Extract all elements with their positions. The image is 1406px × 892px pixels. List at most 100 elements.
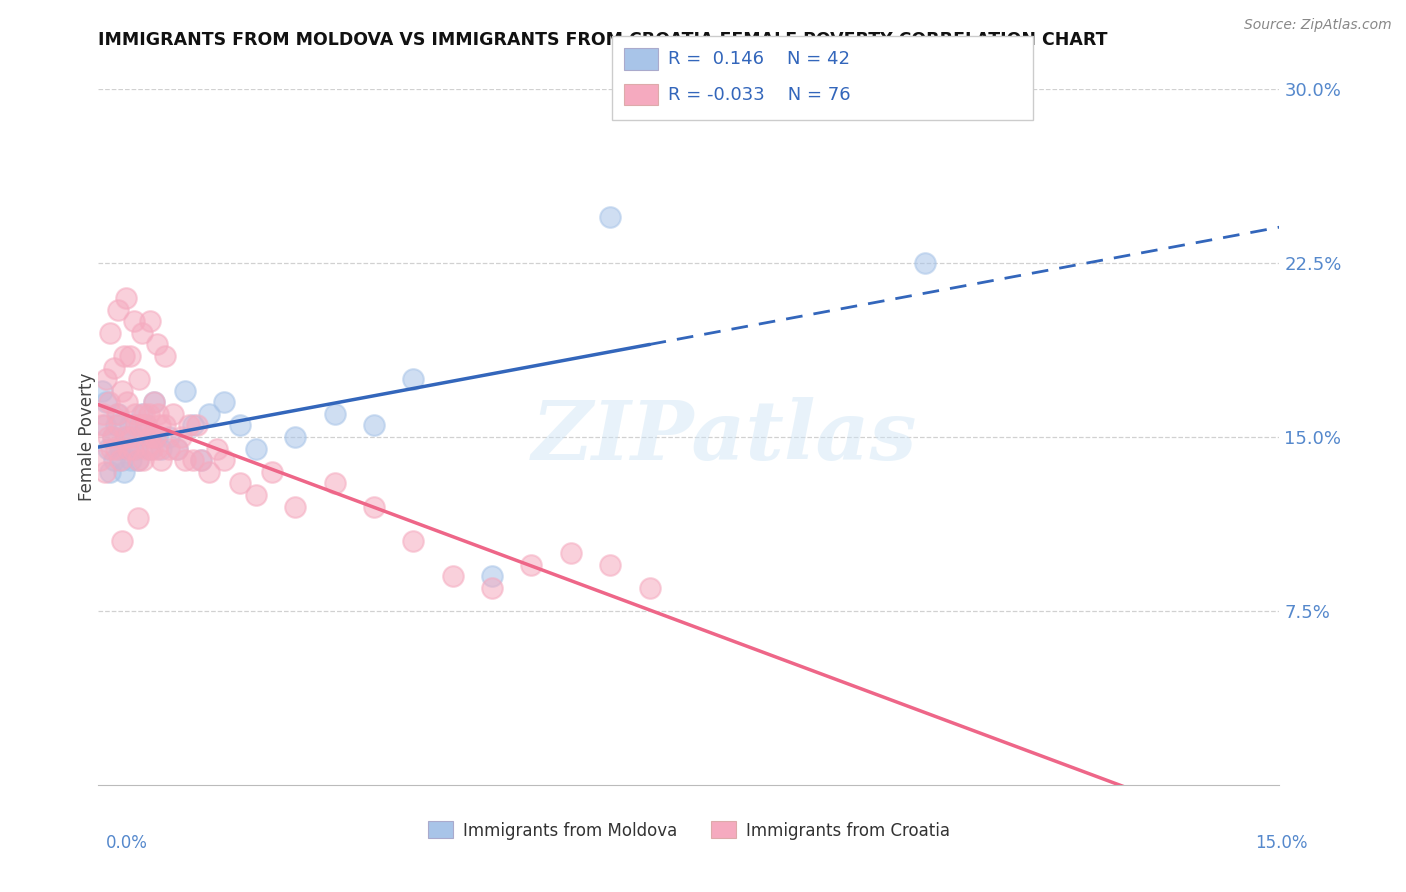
Point [560,546,582,560]
Point [108,418,131,433]
Point [914,256,936,270]
Point [162,407,184,421]
Point [441,569,464,583]
Point [127,453,149,467]
Point [110,453,132,467]
Text: 15.0%: 15.0% [1256,834,1308,852]
Point [139,430,162,444]
Point [186,418,208,433]
Point [205,442,228,456]
Point [135,418,157,433]
Point [112,349,135,363]
Point [229,476,252,491]
Point [98,465,121,479]
Point [104,418,127,433]
Point [260,465,283,479]
Point [117,442,139,456]
Point [131,453,153,467]
Y-axis label: Female Poverty: Female Poverty [79,373,96,501]
Point [323,476,346,491]
Point [128,372,150,386]
Point [138,442,160,456]
Point [114,430,136,444]
Point [100,442,122,456]
Point [323,407,346,421]
Point [146,337,169,351]
Point [190,453,212,467]
Point [97,430,120,444]
Point [138,314,160,328]
Point [93,465,115,479]
Point [177,418,200,433]
Point [121,430,143,444]
Point [363,418,385,433]
Point [118,349,141,363]
Point [197,407,219,421]
Point [638,581,661,595]
Point [103,360,125,375]
Point [118,418,141,433]
Point [284,430,307,444]
Point [138,407,160,421]
Point [141,442,163,456]
Point [145,442,167,456]
Point [104,442,127,456]
Point [520,558,543,572]
Point [127,453,149,467]
Point [481,569,503,583]
Point [181,453,204,467]
Point [101,430,124,444]
Point [150,453,173,467]
Point [89,453,111,467]
Point [122,430,145,444]
Point [107,407,129,421]
Point [111,453,134,467]
Point [170,430,193,444]
Point [132,407,155,421]
Point [101,430,124,444]
Point [148,407,170,421]
Text: R = -0.033    N = 76: R = -0.033 N = 76 [668,86,851,103]
Point [245,488,267,502]
Point [122,314,145,328]
Point [150,442,173,456]
Point [125,442,148,456]
Point [166,442,188,456]
Point [96,395,118,409]
Text: 0.0%: 0.0% [105,834,148,852]
Point [98,395,121,409]
Point [91,384,114,398]
Point [107,302,129,317]
Point [402,372,425,386]
Point [128,418,150,433]
Point [115,291,138,305]
Point [197,465,219,479]
Point [131,407,153,421]
Point [103,453,125,467]
Point [98,326,121,340]
Point [110,442,132,456]
Point [135,418,157,433]
Point [105,407,128,421]
Text: Source: ZipAtlas.com: Source: ZipAtlas.com [1244,18,1392,32]
Point [214,395,236,409]
Point [111,534,134,549]
Point [481,581,503,595]
Point [149,418,172,433]
Point [599,558,621,572]
Point [131,326,153,340]
Point [190,453,212,467]
Point [402,534,425,549]
Point [127,511,149,525]
Point [229,418,252,433]
Point [111,384,134,398]
Point [112,465,135,479]
Text: R =  0.146    N = 42: R = 0.146 N = 42 [668,50,849,68]
Point [143,430,166,444]
Point [166,442,188,456]
Point [142,395,165,409]
Point [181,418,204,433]
Point [363,500,385,514]
Point [284,500,307,514]
Point [117,442,139,456]
